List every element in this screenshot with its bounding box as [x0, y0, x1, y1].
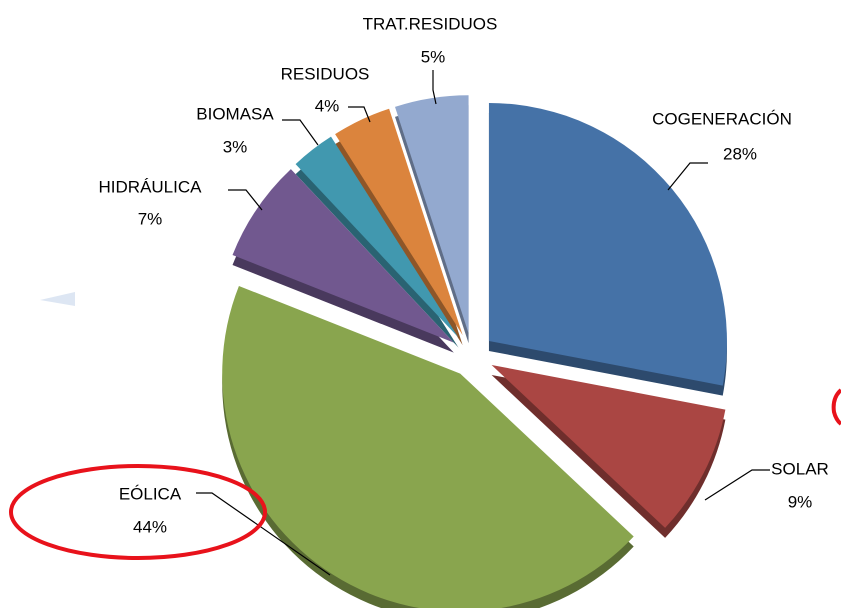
category-label: HIDRÁULICA [99, 177, 203, 196]
category-label: BIOMASA [196, 104, 274, 123]
value-label: 28% [723, 144, 757, 163]
value-label: 7% [138, 209, 163, 228]
leader-line [667, 162, 708, 191]
labels: COGENERACIÓN 28% SOLAR 9% EÓLICA 44% HIDRÁULIC… [99, 14, 829, 576]
value-label: 9% [788, 492, 813, 511]
value-label: 5% [421, 47, 446, 66]
decoration [40, 292, 75, 306]
slice [232, 169, 454, 343]
slices [222, 95, 727, 608]
category-label: EÓLICA [119, 484, 182, 503]
slice [335, 108, 463, 336]
value-label: 44% [133, 517, 167, 536]
category-label: TRAT.RESIDUOS [363, 14, 498, 33]
leader-line [196, 492, 331, 576]
category-label: COGENERACIÓN [652, 109, 792, 128]
leader-line [704, 469, 770, 501]
leader-line [282, 119, 319, 146]
slice [295, 136, 459, 338]
leader-line [432, 70, 437, 105]
category-label: RESIDUOS [281, 64, 370, 83]
leader-line [228, 189, 263, 211]
value-label: 4% [315, 96, 340, 115]
category-label: SOLAR [771, 459, 829, 478]
slice [395, 95, 469, 334]
highlight-ellipse-partial [831, 388, 841, 426]
leader-line [348, 106, 371, 123]
slice [222, 285, 634, 608]
value-label: 3% [223, 137, 248, 156]
highlight-ellipse [9, 464, 267, 560]
slice [491, 364, 726, 528]
slice [488, 102, 727, 386]
